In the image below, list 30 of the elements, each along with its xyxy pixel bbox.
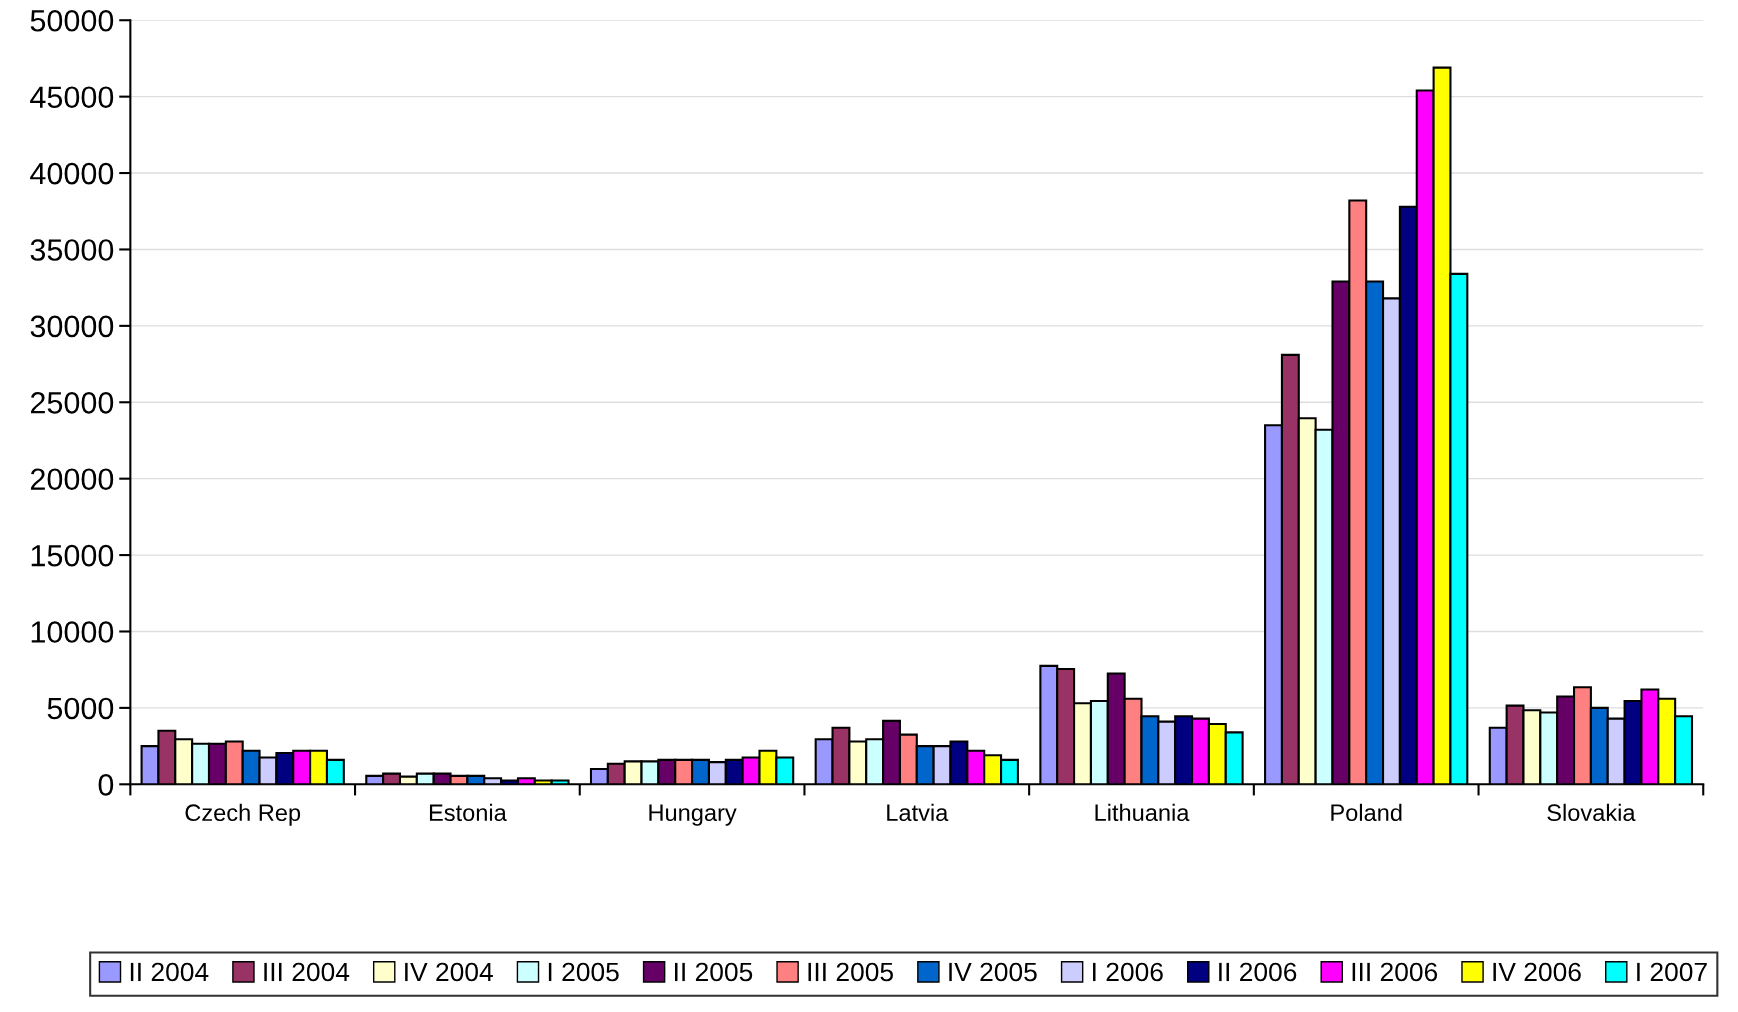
legend-label: III 2005 [808,962,893,982]
legend-label: I 2007 [1637,962,1707,982]
x-tick-label: Slovakia [1547,803,1636,822]
legend-label: I 2006 [1093,962,1163,982]
y-tick-label: 15000 [31,544,114,567]
legend-label: IV 2005 [949,962,1037,982]
legend-label: III 2004 [264,962,350,982]
legend-label: II 2006 [1219,962,1297,982]
y-tick-label: 35000 [30,239,114,261]
legend-label: III 2006 [1352,962,1438,982]
legend-label: II 2005 [675,962,753,982]
x-tick-label: Estonia [429,803,507,822]
y-tick-label: 30000 [30,315,114,338]
legend-label: II 2004 [130,962,209,982]
y-tick-label: 20000 [30,468,114,491]
x-tick-label: Latvia [887,803,949,822]
y-tick-label: 0 [98,774,114,796]
legend-label: IV 2006 [1493,962,1581,982]
x-tick-label: Poland [1331,803,1402,822]
legend-label: I 2005 [548,962,619,982]
x-tick-label: Lithuania [1095,803,1190,822]
x-tick-label: Czech Rep [185,803,301,826]
y-tick-label: 5000 [47,697,114,720]
y-tick-label: 10000 [31,621,114,643]
y-tick-label: 45000 [30,86,114,109]
x-tick-label: Hungary [649,804,737,826]
y-tick-label: 40000 [30,162,114,185]
y-tick-label: 25000 [30,392,114,414]
y-tick-label: 50000 [30,9,114,32]
legend-label: IV 2004 [405,962,493,982]
